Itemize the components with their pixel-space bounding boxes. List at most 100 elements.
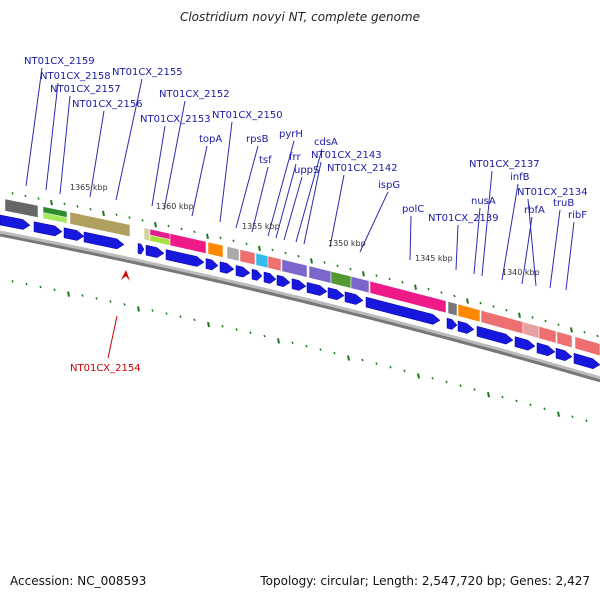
tick-mark bbox=[102, 210, 105, 217]
leader-line bbox=[481, 170, 493, 277]
gene-block bbox=[281, 259, 308, 278]
gene-label[interactable]: pyrH bbox=[279, 129, 303, 140]
cds-arrow-track bbox=[0, 214, 600, 370]
tick-mark bbox=[67, 291, 70, 297]
tick-mark bbox=[505, 308, 508, 312]
gene-label[interactable]: rbfA bbox=[524, 205, 545, 216]
gene-label[interactable]: NT01CX_2152 bbox=[159, 89, 230, 100]
tick-mark bbox=[453, 294, 456, 298]
tick-mark bbox=[362, 271, 365, 277]
tick-mark bbox=[445, 380, 448, 384]
tick-mark bbox=[544, 319, 547, 323]
cds-arrow bbox=[0, 214, 31, 230]
tick-mark bbox=[585, 419, 588, 423]
gene-block bbox=[42, 212, 68, 224]
gene-label[interactable]: uppS bbox=[294, 165, 319, 176]
cds-arrow bbox=[63, 227, 85, 241]
gene-label[interactable]: NT01CX_2139 bbox=[428, 213, 499, 224]
leader-line bbox=[275, 163, 297, 239]
gene-label[interactable]: NT01CX_2137 bbox=[469, 159, 540, 170]
leader-line bbox=[45, 82, 59, 191]
gene-label[interactable]: nusA bbox=[471, 196, 496, 207]
leader-line bbox=[251, 166, 269, 233]
gene-label[interactable]: topA bbox=[199, 134, 222, 145]
tick-mark bbox=[39, 285, 42, 289]
gene-label[interactable]: frr bbox=[289, 152, 301, 163]
tick-mark bbox=[515, 399, 518, 403]
tick-mark bbox=[571, 415, 574, 419]
gene-label[interactable]: ispG bbox=[378, 180, 400, 191]
gene-label[interactable]: NT01CX_2153 bbox=[140, 114, 211, 125]
gene-label[interactable]: NT01CX_2150 bbox=[212, 110, 283, 121]
cds-arrow bbox=[83, 231, 125, 250]
kbp-markers: 1365 kbp 1360 kbp 1355 kbp 1350 kbp 1345… bbox=[70, 183, 540, 277]
tick-mark bbox=[50, 199, 53, 206]
genome-title: Clostridium novyi NT, complete genome bbox=[179, 10, 421, 24]
leader-line bbox=[549, 209, 561, 289]
cds-arrow bbox=[327, 287, 345, 301]
tick-mark bbox=[596, 334, 599, 338]
tick-mark bbox=[414, 284, 417, 290]
gene-label[interactable]: infB bbox=[510, 172, 530, 183]
tick-mark bbox=[518, 312, 521, 318]
gene-label[interactable]: NT01CX_2158 bbox=[40, 71, 111, 82]
highlight-label[interactable]: NT01CX_2154 bbox=[70, 363, 141, 374]
gene-label[interactable]: NT01CX_2134 bbox=[517, 187, 588, 198]
gene-block bbox=[239, 249, 256, 266]
highlight-marker[interactable]: NT01CX_2154 bbox=[70, 270, 141, 374]
tick-mark bbox=[336, 264, 339, 268]
gene-block bbox=[350, 275, 370, 294]
gene-label[interactable]: NT01CX_2143 bbox=[311, 150, 382, 161]
cds-arrow bbox=[555, 347, 573, 361]
tick-mark bbox=[323, 261, 326, 264]
cds-arrow bbox=[457, 320, 475, 334]
tick-mark bbox=[583, 330, 586, 334]
tick-mark bbox=[361, 358, 364, 362]
gene-label[interactable]: NT01CX_2157 bbox=[50, 84, 121, 95]
gene-label[interactable]: NT01CX_2159 bbox=[24, 56, 95, 67]
tick-mark bbox=[76, 205, 79, 208]
leader-line bbox=[501, 183, 519, 281]
leader-line bbox=[191, 145, 208, 217]
tick-mark bbox=[232, 239, 235, 243]
gene-block bbox=[207, 241, 224, 258]
leader-lines bbox=[25, 67, 575, 291]
tick-track-inner bbox=[11, 280, 588, 423]
tick-mark bbox=[333, 351, 336, 355]
gene-label[interactable]: polC bbox=[402, 204, 424, 215]
gene-label[interactable]: truB bbox=[553, 198, 574, 209]
tick-mark bbox=[319, 348, 322, 351]
gene-label[interactable]: NT01CX_2155 bbox=[112, 67, 183, 78]
tick-mark bbox=[305, 344, 308, 348]
kbp-label: 1360 kbp bbox=[156, 202, 194, 211]
gene-label[interactable]: tsf bbox=[259, 155, 272, 166]
cds-arrow bbox=[476, 325, 514, 345]
gene-label[interactable]: NT01CX_2156 bbox=[72, 99, 143, 110]
tick-mark bbox=[543, 407, 546, 411]
cds-arrow bbox=[306, 282, 328, 296]
cds-arrow bbox=[263, 271, 277, 284]
leader-line bbox=[89, 110, 105, 198]
cds-arrow bbox=[276, 274, 291, 287]
tick-mark bbox=[271, 248, 274, 252]
tick-mark bbox=[24, 194, 27, 198]
tick-mark bbox=[479, 301, 482, 305]
accession-text: Accession: NC_008593 bbox=[10, 574, 147, 588]
cds-arrow bbox=[137, 243, 145, 255]
backbone-line bbox=[0, 233, 600, 383]
tick-mark bbox=[235, 328, 238, 331]
leader-line bbox=[219, 121, 233, 223]
tick-mark bbox=[141, 218, 144, 222]
backbone-line bbox=[0, 230, 600, 380]
gene-label[interactable]: rpsB bbox=[246, 134, 269, 145]
leader-line bbox=[527, 198, 537, 287]
tick-mark bbox=[557, 323, 560, 327]
leader-line bbox=[115, 78, 143, 201]
gene-label[interactable]: cdsA bbox=[314, 137, 338, 148]
tick-mark bbox=[25, 282, 28, 286]
gene-label[interactable]: NT01CX_2142 bbox=[327, 163, 398, 174]
tick-mark bbox=[95, 297, 98, 300]
tick-mark bbox=[128, 216, 131, 219]
gene-label[interactable]: ribF bbox=[568, 210, 587, 221]
